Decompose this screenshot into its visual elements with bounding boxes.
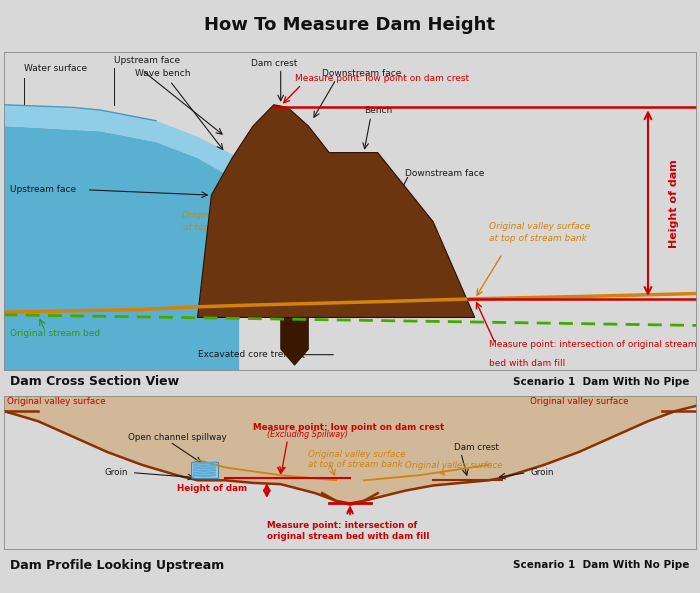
Text: Dam Profile Looking Upstream: Dam Profile Looking Upstream: [10, 559, 225, 572]
Polygon shape: [4, 105, 239, 195]
Bar: [190, 463, 218, 478]
Text: Measure point: low point on dam crest: Measure point: low point on dam crest: [295, 75, 469, 84]
Text: Dam crest: Dam crest: [251, 59, 297, 68]
Text: Original stream bed: Original stream bed: [10, 329, 101, 338]
Text: Measure point: low point on dam crest: Measure point: low point on dam crest: [253, 422, 444, 432]
Polygon shape: [4, 396, 696, 503]
Text: Upstream face: Upstream face: [114, 56, 181, 65]
Text: Wave bench: Wave bench: [135, 69, 190, 78]
Text: Original valley surface
at top of stream bank: Original valley surface at top of stream…: [309, 450, 406, 470]
Text: Water surface: Water surface: [25, 64, 88, 73]
Text: Measure point: intersection of
original stream bed with dam fill: Measure point: intersection of original …: [267, 521, 429, 541]
Polygon shape: [281, 317, 309, 365]
Text: Bench: Bench: [364, 106, 392, 116]
Text: Downstream face: Downstream face: [322, 69, 402, 78]
Text: Open channel spillway: Open channel spillway: [128, 433, 227, 442]
Text: Original valley surface
at top of stream bank: Original valley surface at top of stream…: [489, 222, 590, 243]
Bar: [4, 52, 696, 371]
Text: Upstream face: Upstream face: [10, 186, 76, 195]
Text: Height of dam: Height of dam: [176, 483, 247, 493]
Text: Original valley surface: Original valley surface: [7, 397, 106, 406]
Bar: [4, 396, 696, 550]
Text: Downstream face: Downstream face: [405, 170, 485, 178]
Text: Scenario 1  Dam With No Pipe: Scenario 1 Dam With No Pipe: [513, 560, 690, 570]
Text: Original valley surface: Original valley surface: [530, 397, 629, 406]
Text: Dam Cross Section View: Dam Cross Section View: [10, 375, 180, 388]
Text: Original valley surface: Original valley surface: [405, 461, 503, 470]
Text: Excavated core trench: Excavated core trench: [197, 350, 300, 359]
Text: Groin: Groin: [105, 468, 128, 477]
Text: Measure point: intersection of original stream: Measure point: intersection of original …: [489, 340, 696, 349]
Text: bed with dam fill: bed with dam fill: [489, 359, 565, 368]
Polygon shape: [197, 105, 475, 317]
Polygon shape: [4, 126, 239, 371]
Text: Original valley surface
at top of stream bank: Original valley surface at top of stream…: [181, 211, 283, 232]
Text: (Excluding Spillway): (Excluding Spillway): [267, 430, 348, 439]
Text: Dam crest: Dam crest: [454, 443, 499, 452]
Text: Height of dam: Height of dam: [668, 159, 679, 247]
Text: Groin: Groin: [530, 468, 554, 477]
Text: Scenario 1  Dam With No Pipe: Scenario 1 Dam With No Pipe: [513, 377, 690, 387]
Text: How To Measure Dam Height: How To Measure Dam Height: [204, 16, 496, 34]
